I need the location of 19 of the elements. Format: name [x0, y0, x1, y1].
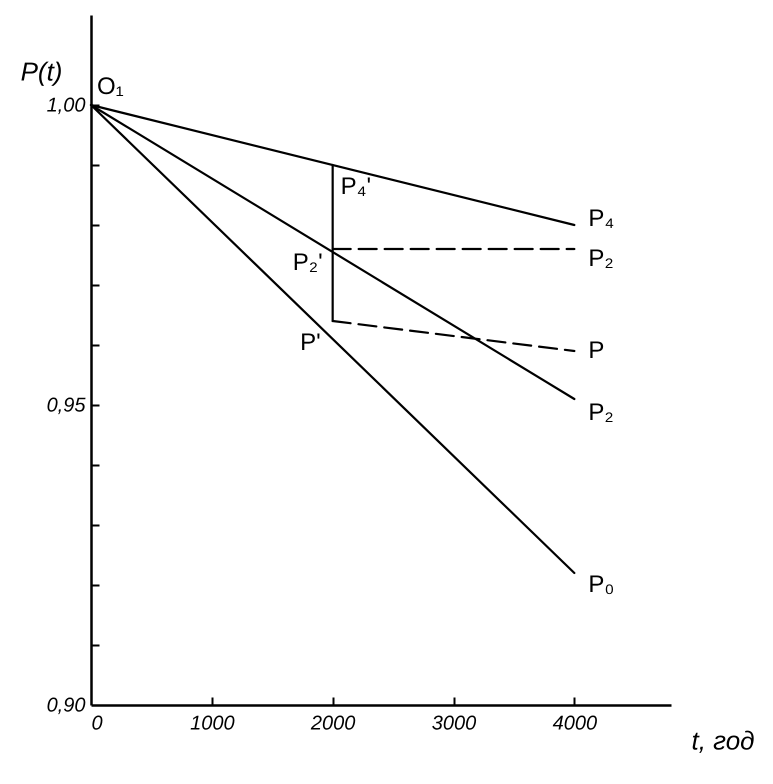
y-tick-label: 1,00	[46, 94, 86, 116]
y-tick-label: 0,90	[46, 694, 86, 716]
annotation: P'	[300, 329, 321, 356]
annotation: P₂'	[292, 249, 323, 276]
x-tick-label: 2000	[310, 712, 356, 734]
x-tick-label: 1000	[190, 712, 235, 734]
x-axis-title: t, год	[692, 726, 755, 756]
annotation: P₂	[588, 399, 614, 426]
annotation: O₁	[97, 73, 124, 100]
annotation: P₄'	[340, 173, 372, 200]
y-tick-label: 0,95	[46, 394, 86, 416]
y-axis-title: P(t)	[20, 56, 62, 86]
x-tick-label: 4000	[552, 712, 598, 734]
annotation: P₂	[588, 245, 614, 272]
annotation: P	[588, 337, 604, 364]
x-tick-label: 0	[92, 712, 103, 734]
annotation: P₀	[588, 571, 614, 598]
annotation: P₄	[588, 205, 614, 232]
x-tick-label: 3000	[432, 712, 476, 734]
